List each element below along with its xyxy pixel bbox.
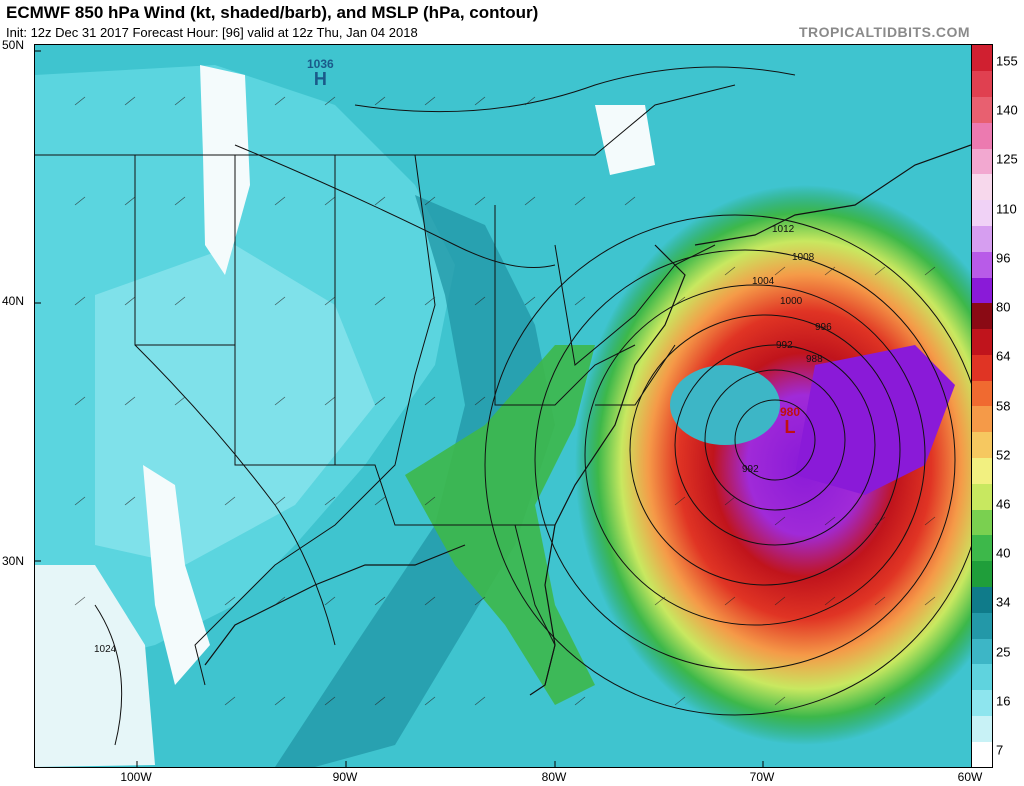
high-pressure-value: 1036 (307, 57, 334, 71)
low-pressure-value: 980 (780, 405, 801, 419)
colorbar-tick-label: 52 (996, 447, 1011, 463)
moderate-wind-band (275, 195, 555, 767)
colorbar-segment (972, 199, 992, 226)
colorbar-segment (972, 96, 992, 123)
colorbar-tick-label: 125 (996, 151, 1018, 167)
isobar-label-1004: 1004 (752, 276, 775, 287)
isobar-label-1000: 1000 (780, 296, 803, 307)
colorbar-segment (972, 612, 992, 639)
coastlines (204, 144, 971, 696)
wind-barbs (74, 96, 936, 706)
wind-field-map (35, 45, 971, 767)
colorbar-segment (972, 663, 992, 691)
colorbar-segment (972, 638, 992, 665)
colorbar-segment (972, 354, 992, 381)
source-credit: TROPICALTIDBITS.COM (798, 24, 970, 40)
low-pressure-center: 980 L (780, 406, 800, 436)
colorbar-segment (972, 406, 992, 433)
extreme-wind-core (795, 345, 955, 495)
colorbar-segment (972, 741, 992, 768)
lon-label-60w: 60W (957, 770, 983, 784)
colorbar-segment (972, 586, 992, 613)
colorbar-segment (972, 560, 992, 587)
lon-label-100w: 100W (120, 770, 152, 784)
colorbar-tick-label: 25 (996, 644, 1011, 660)
colorbar-tick-label: 155 (996, 53, 1018, 69)
isobar-label-988: 988 (806, 354, 823, 365)
colorbar-segment (972, 483, 992, 510)
colorbar-segment (972, 70, 992, 98)
isobar-label-996: 996 (815, 322, 832, 333)
colorbar-tick-label: 16 (996, 693, 1011, 709)
isobar-contours (94, 66, 971, 746)
lon-label-70w: 70W (749, 770, 775, 784)
colorbar-segment (972, 225, 992, 252)
colorbar-segment (972, 457, 992, 484)
colorbar-segment (972, 328, 992, 355)
lon-label-80w: 80W (541, 770, 567, 784)
map-subtitle: Init: 12z Dec 31 2017 Forecast Hour: [96… (6, 25, 418, 40)
colorbar-tick-label: 34 (996, 594, 1011, 610)
colorbar-segment (972, 302, 992, 330)
wind-speed-colorbar (971, 44, 993, 768)
colorbar-tick-label: 7 (996, 742, 1004, 758)
colorbar-tick-label: 64 (996, 348, 1011, 364)
colorbar-segment (972, 251, 992, 278)
colorbar-tick-label: 46 (996, 496, 1011, 512)
isobar-label-1012: 1012 (772, 224, 795, 235)
colorbar-segment (972, 431, 992, 459)
lon-label-90w: 90W (332, 770, 358, 784)
low-pressure-letter: L (784, 417, 796, 437)
colorbar-tick-label: 80 (996, 299, 1011, 315)
storm-eye-region (670, 365, 780, 445)
isobar-label-1008: 1008 (792, 252, 815, 263)
graticule-ticks (35, 50, 764, 767)
colorbar-segment (972, 380, 992, 407)
colorbar-segment (972, 122, 992, 149)
high-pressure-letter: H (313, 69, 327, 89)
calm-patch-north (200, 65, 250, 275)
colorbar-segment (972, 45, 992, 72)
colorbar-segment (972, 534, 992, 562)
map-title: ECMWF 850 hPa Wind (kt, shaded/barb), an… (6, 3, 539, 22)
colorbar-tick-label: 40 (996, 545, 1011, 561)
colorbar-tick-label: 110 (996, 201, 1017, 217)
calm-patch-quebec (595, 105, 655, 175)
lat-label-30n: 30N (2, 554, 25, 568)
colorbar-tick-label: 96 (996, 250, 1011, 266)
lat-label-40n: 40N (2, 294, 25, 308)
colorbar-tick-label: 140 (996, 102, 1018, 118)
isobar-label-992-north: 992 (776, 340, 793, 351)
colorbar-tick-label: 58 (996, 398, 1011, 413)
isobar-label-992-south: 992 (742, 464, 759, 475)
colorbar-segment (972, 509, 992, 536)
isobar-label-1024: 1024 (94, 644, 117, 655)
colorbar-segment (972, 689, 992, 716)
colorbar-segment (972, 715, 992, 742)
high-pressure-center: 1036 H (307, 58, 334, 88)
calm-patch-texas (143, 465, 210, 685)
colorbar-segment (972, 173, 992, 201)
map-panel (34, 44, 972, 768)
colorbar-segment (972, 148, 992, 175)
colorbar-segment (972, 277, 992, 304)
lat-label-50n: 50N (2, 38, 25, 52)
calm-patch-mexico (35, 565, 155, 767)
